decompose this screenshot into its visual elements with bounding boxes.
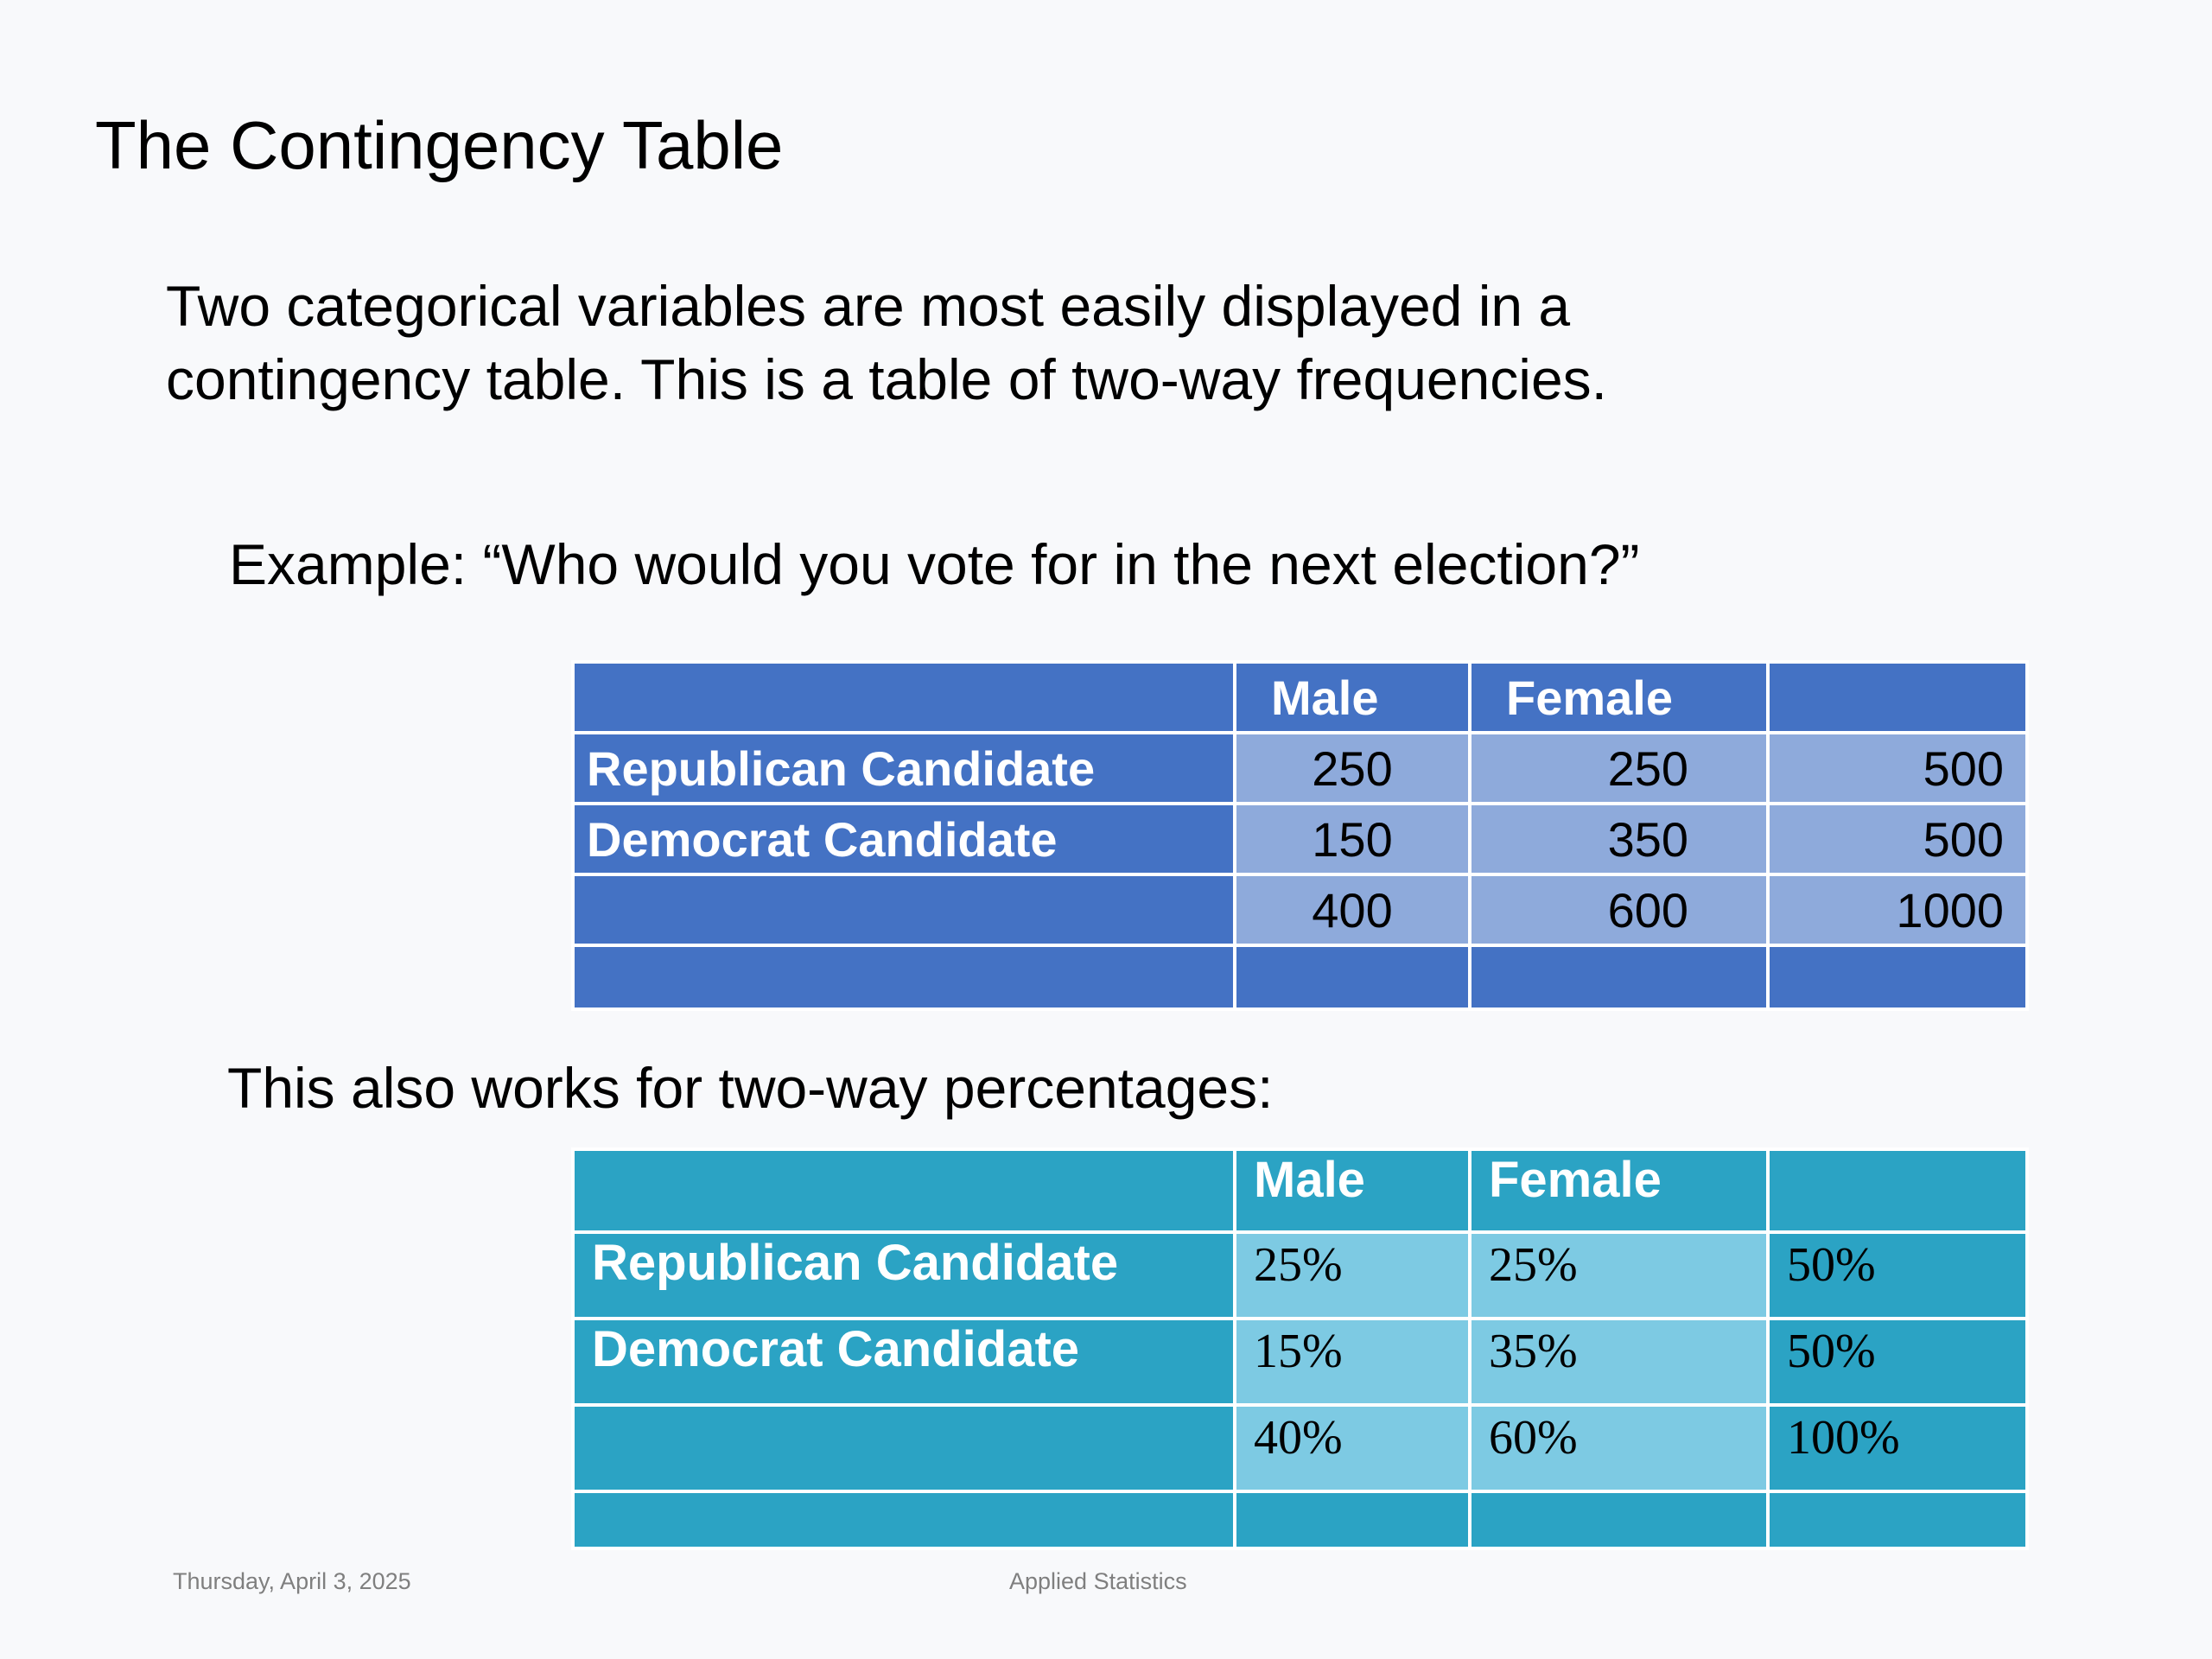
table-row xyxy=(571,944,2029,1011)
cell-total: 500 xyxy=(1766,731,2029,805)
cell-female xyxy=(1468,1490,1770,1550)
percent-caption: This also works for two-way percentages: xyxy=(227,1056,1274,1120)
example-question: Example: “Who would you vote for in the … xyxy=(229,532,1640,596)
cell-female: 250 xyxy=(1468,731,1770,805)
cell-total: 1000 xyxy=(1766,873,2029,947)
header-cell-empty xyxy=(571,660,1236,734)
table-row: Republican Candidate 250 250 500 xyxy=(571,731,2029,805)
row-label xyxy=(571,1490,1236,1550)
row-label xyxy=(571,944,1236,1011)
cell-total: 50% xyxy=(1766,1230,2029,1320)
row-label: Republican Candidate xyxy=(571,731,1236,805)
table-header-row: Male Female xyxy=(571,660,2029,734)
header-cell-male: Male xyxy=(1233,1147,1471,1234)
row-label: Democrat Candidate xyxy=(571,802,1236,876)
intro-text: Two categorical variables are most easil… xyxy=(166,270,1607,416)
header-cell-total xyxy=(1766,1147,2029,1234)
cell-female: 600 xyxy=(1468,873,1770,947)
frequency-table: Male Female Republican Candidate 250 250… xyxy=(571,660,2029,1011)
cell-female: 35% xyxy=(1468,1317,1770,1407)
table-header-row: Male Female xyxy=(571,1147,2029,1234)
cell-male: 150 xyxy=(1233,802,1471,876)
header-cell-male: Male xyxy=(1233,660,1471,734)
cell-male: 15% xyxy=(1233,1317,1471,1407)
row-label xyxy=(571,873,1236,947)
intro-line-2: contingency table. This is a table of tw… xyxy=(166,347,1608,411)
cell-male xyxy=(1233,944,1471,1011)
header-cell-female: Female xyxy=(1468,660,1770,734)
cell-female: 60% xyxy=(1468,1403,1770,1493)
cell-female: 350 xyxy=(1468,802,1770,876)
cell-total xyxy=(1766,944,2029,1011)
header-cell-empty xyxy=(571,1147,1236,1234)
cell-female xyxy=(1468,944,1770,1011)
cell-male: 40% xyxy=(1233,1403,1471,1493)
table-row: 40% 60% 100% xyxy=(571,1403,2029,1493)
cell-male xyxy=(1233,1490,1471,1550)
table-row: Democrat Candidate 150 350 500 xyxy=(571,802,2029,876)
cell-male: 25% xyxy=(1233,1230,1471,1320)
cell-total: 100% xyxy=(1766,1403,2029,1493)
header-cell-female: Female xyxy=(1468,1147,1770,1234)
table-row xyxy=(571,1490,2029,1550)
table-row: 400 600 1000 xyxy=(571,873,2029,947)
cell-total: 500 xyxy=(1766,802,2029,876)
row-label: Democrat Candidate xyxy=(571,1317,1236,1407)
percentage-table: Male Female Republican Candidate 25% 25%… xyxy=(571,1147,2029,1550)
cell-female: 25% xyxy=(1468,1230,1770,1320)
table-row: Republican Candidate 25% 25% 50% xyxy=(571,1230,2029,1320)
cell-male: 250 xyxy=(1233,731,1471,805)
cell-total: 50% xyxy=(1766,1317,2029,1407)
row-label xyxy=(571,1403,1236,1493)
footer-course: Applied Statistics xyxy=(1009,1568,1187,1594)
row-label: Republican Candidate xyxy=(571,1230,1236,1320)
cell-total xyxy=(1766,1490,2029,1550)
slide-title: The Contingency Table xyxy=(95,107,784,183)
intro-line-1: Two categorical variables are most easil… xyxy=(166,274,1571,338)
table-row: Democrat Candidate 15% 35% 50% xyxy=(571,1317,2029,1407)
header-cell-total xyxy=(1766,660,2029,734)
footer-date: Thursday, April 3, 2025 xyxy=(173,1568,411,1594)
cell-male: 400 xyxy=(1233,873,1471,947)
